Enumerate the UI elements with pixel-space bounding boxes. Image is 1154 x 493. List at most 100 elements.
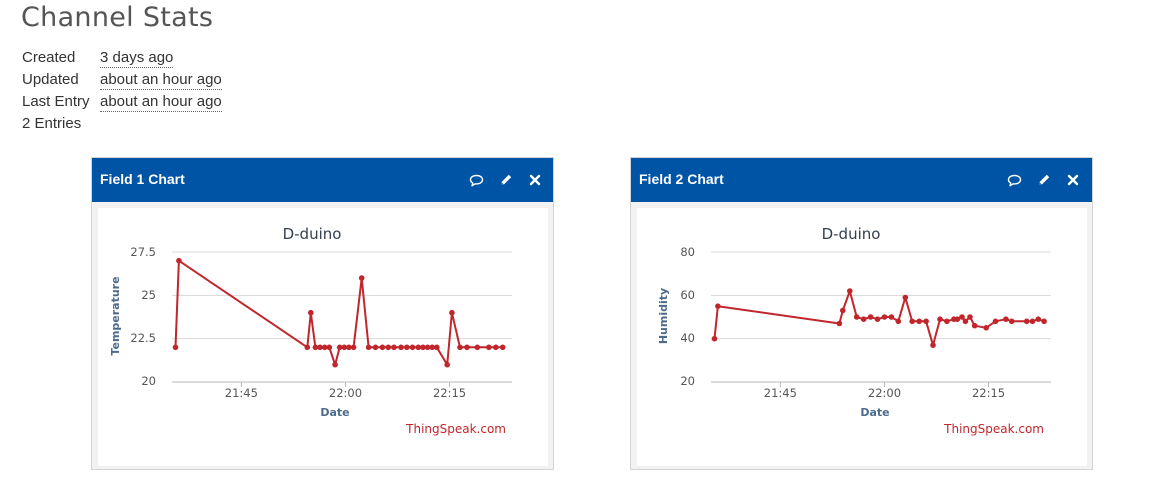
data-point[interactable] — [944, 318, 950, 325]
data-point[interactable] — [1041, 318, 1047, 325]
data-point[interactable] — [836, 320, 843, 327]
data-point[interactable] — [332, 361, 338, 368]
data-point[interactable] — [308, 309, 314, 316]
data-point[interactable] — [909, 318, 915, 325]
channel-stats-list: Created 3 days ago Updated about an hour a… — [22, 47, 222, 135]
y-tick-label: 22.5 — [130, 331, 156, 345]
stat-updated: Updated about an hour ago — [22, 69, 222, 91]
data-point[interactable] — [372, 344, 379, 351]
data-point[interactable] — [341, 344, 348, 351]
data-point[interactable] — [840, 307, 846, 314]
comment-icon[interactable] — [467, 171, 485, 189]
data-point[interactable] — [923, 318, 929, 325]
y-tick-label: 27.5 — [130, 245, 156, 259]
data-point[interactable] — [962, 318, 969, 325]
stat-label: Last Entry — [22, 93, 90, 110]
data-point[interactable] — [930, 342, 936, 348]
data-point[interactable] — [1035, 316, 1042, 322]
chart-area: D-duino 80 60 40 20 21:45 22:00 22:15 Da… — [637, 208, 1087, 466]
data-point[interactable] — [457, 344, 463, 351]
data-point[interactable] — [493, 344, 499, 351]
chart-title: D-duino — [822, 225, 881, 243]
data-point[interactable] — [992, 318, 999, 325]
data-point[interactable] — [424, 344, 431, 351]
close-icon[interactable] — [1064, 171, 1082, 189]
data-point[interactable] — [967, 314, 973, 320]
x-tick-label: 22:15 — [433, 386, 466, 400]
y-tick-label: 25 — [141, 288, 156, 302]
data-point[interactable] — [304, 344, 311, 351]
data-point[interactable] — [391, 344, 397, 351]
y-tick-labels: 80 60 40 20 — [680, 245, 695, 388]
chart-area: D-duino 27.5 25 22.5 20 21:45 22:00 22:1… — [98, 208, 548, 466]
pencil-icon[interactable] — [1035, 171, 1053, 189]
data-point[interactable] — [326, 344, 333, 351]
stat-label: Created — [22, 49, 76, 66]
data-point[interactable] — [409, 344, 416, 351]
x-tick-label: 22:15 — [972, 386, 1005, 400]
data-point[interactable] — [365, 344, 372, 351]
field-2-chart-widget: Field 2 Chart D-duino 80 60 40 20 21:45 … — [630, 157, 1093, 470]
stat-value: about an hour ago — [100, 93, 222, 112]
gridlines — [711, 251, 1051, 387]
x-tick-labels: 21:45 22:00 22:15 — [764, 386, 1005, 400]
data-point[interactable] — [1003, 316, 1009, 322]
data-point[interactable] — [895, 318, 902, 325]
data-point[interactable] — [954, 316, 961, 322]
data-point[interactable] — [860, 316, 867, 322]
data-point[interactable] — [398, 344, 404, 351]
x-axis-title: Date — [860, 406, 889, 419]
data-point[interactable] — [1023, 318, 1030, 325]
data-point[interactable] — [172, 344, 179, 351]
data-point[interactable] — [321, 344, 328, 351]
data-point[interactable] — [474, 344, 481, 351]
data-point[interactable] — [449, 309, 455, 316]
data-point[interactable] — [486, 344, 492, 351]
data-point[interactable] — [336, 344, 343, 351]
data-point[interactable] — [916, 318, 922, 325]
data-point[interactable] — [902, 294, 909, 301]
data-point[interactable] — [346, 344, 352, 351]
data-point[interactable] — [847, 288, 853, 294]
data-point[interactable] — [715, 303, 721, 309]
data-point[interactable] — [1029, 318, 1036, 325]
data-point[interactable] — [983, 325, 989, 331]
data-point[interactable] — [853, 314, 860, 320]
data-point[interactable] — [434, 344, 440, 351]
data-point[interactable] — [350, 344, 357, 351]
thingspeak-link[interactable]: ThingSpeak.com — [943, 422, 1044, 436]
close-icon[interactable] — [526, 171, 544, 189]
y-tick-label: 20 — [141, 374, 156, 388]
x-tick-labels: 21:45 22:00 22:15 — [225, 386, 466, 400]
data-point[interactable] — [937, 316, 943, 322]
data-point[interactable] — [711, 335, 718, 342]
widget-header: Field 1 Chart — [92, 158, 553, 202]
stat-value: 3 days ago — [100, 49, 174, 68]
data-point[interactable] — [464, 344, 470, 351]
data-point[interactable] — [404, 344, 410, 351]
data-point[interactable] — [971, 322, 978, 329]
data-point[interactable] — [874, 316, 881, 322]
data-point[interactable] — [420, 344, 426, 351]
data-point[interactable] — [379, 344, 386, 351]
data-point[interactable] — [385, 344, 392, 351]
data-point[interactable] — [881, 314, 888, 320]
data-point[interactable] — [358, 275, 365, 281]
data-point[interactable] — [176, 257, 182, 264]
x-tick-label: 21:45 — [225, 386, 258, 400]
data-point[interactable] — [312, 344, 319, 351]
comment-icon[interactable] — [1005, 171, 1023, 189]
data-point[interactable] — [1008, 318, 1015, 325]
data-point[interactable] — [867, 314, 874, 320]
thingspeak-link[interactable]: ThingSpeak.com — [405, 422, 506, 436]
data-point[interactable] — [499, 344, 506, 351]
data-point[interactable] — [444, 361, 451, 368]
line-chart: D-duino 27.5 25 22.5 20 21:45 22:00 22:1… — [109, 225, 512, 436]
data-point[interactable] — [317, 344, 323, 351]
pencil-icon[interactable] — [497, 171, 515, 189]
widget-title: Field 1 Chart — [100, 171, 185, 187]
data-point[interactable] — [959, 314, 965, 320]
data-point[interactable] — [415, 344, 422, 351]
data-point[interactable] — [888, 314, 895, 320]
data-point[interactable] — [429, 344, 436, 351]
